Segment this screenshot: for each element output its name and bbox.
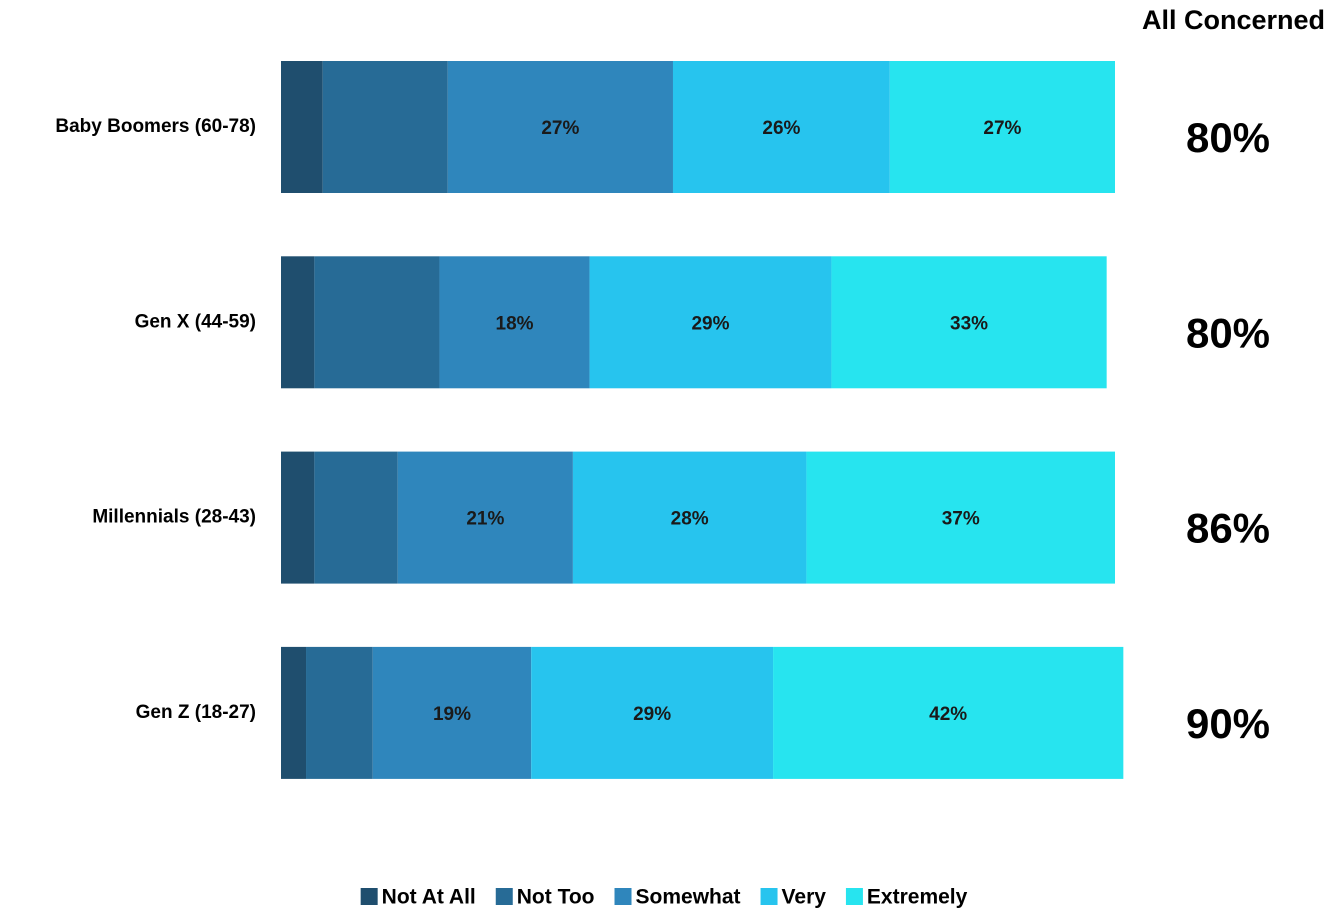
value-label: 29% <box>691 313 729 334</box>
value-label: 26% <box>762 118 800 139</box>
category-label: Gen Z (18-27) <box>136 702 256 723</box>
value-label: 37% <box>942 509 980 530</box>
bar-segment <box>572 451 807 584</box>
value-label: 42% <box>929 704 967 725</box>
bar-segment <box>281 256 315 389</box>
legend-swatch <box>760 888 778 905</box>
value-label: 27% <box>541 118 579 139</box>
total-label: 86% <box>1186 505 1270 552</box>
legend-label: Somewhat <box>636 886 741 909</box>
bar-segment <box>281 646 307 779</box>
value-label: 27% <box>983 118 1021 139</box>
bar-segment <box>806 451 1115 584</box>
legend-label: Not Too <box>517 886 595 909</box>
legend-label: Extremely <box>867 886 968 909</box>
total-label: 90% <box>1186 700 1270 747</box>
value-label: 28% <box>671 509 709 530</box>
bar-segment <box>397 451 573 584</box>
value-label: 19% <box>433 704 471 725</box>
legend-label: Very <box>782 886 827 909</box>
total-label: 80% <box>1186 114 1270 161</box>
bar-segment <box>314 256 440 389</box>
bar-segment <box>889 61 1115 193</box>
bar-segment <box>314 451 398 584</box>
legend-swatch <box>360 888 378 905</box>
bar-segment <box>447 61 673 193</box>
value-label: 33% <box>950 313 988 334</box>
category-label: Millennials (28-43) <box>92 507 256 528</box>
category-label: Baby Boomers (60-78) <box>55 116 256 137</box>
value-label: 29% <box>633 704 671 725</box>
column-title: All Concerned <box>1142 5 1325 35</box>
bar-segment <box>589 256 832 389</box>
total-label: 80% <box>1186 309 1270 356</box>
legend-swatch <box>845 888 863 905</box>
bar-segment <box>372 646 532 779</box>
legend: Not At All Not Too Somewhat Very Extremely <box>360 886 968 909</box>
legend-swatch <box>614 888 632 905</box>
category-label: Gen X (44-59) <box>135 311 256 332</box>
bar-segment <box>773 646 1124 779</box>
bar-segment <box>322 61 448 193</box>
legend-label: Not At All <box>382 886 476 909</box>
legend-swatch <box>495 888 513 905</box>
bar-segment <box>831 256 1107 389</box>
bar-segment <box>281 451 315 584</box>
bar-segment <box>531 646 774 779</box>
bar-segment <box>672 61 890 193</box>
bar-segment <box>281 61 323 193</box>
value-label: 21% <box>466 509 504 530</box>
bar-segment <box>306 646 373 779</box>
bar-segment <box>439 256 590 389</box>
value-label: 18% <box>496 313 534 334</box>
